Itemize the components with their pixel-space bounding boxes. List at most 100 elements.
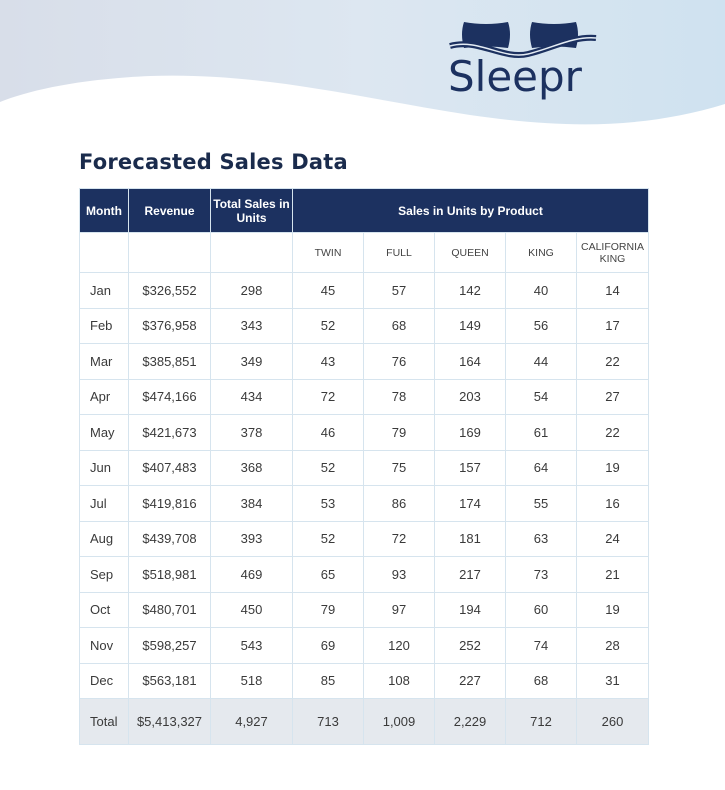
cell-california-king: 21 xyxy=(576,556,649,593)
header-total-sales: Total Sales in Units xyxy=(210,188,293,233)
cell-total-units: 384 xyxy=(210,485,293,522)
cell-full: 93 xyxy=(363,556,435,593)
cell-month: Jul xyxy=(79,485,129,522)
cell-california-king: 22 xyxy=(576,343,649,380)
cell-queen: 169 xyxy=(434,414,506,451)
table-row: Mar $385,851 349 43 76 164 44 22 xyxy=(79,343,649,380)
cell-revenue: $419,816 xyxy=(128,485,211,522)
cell-twin: 52 xyxy=(292,520,364,557)
cell-twin: 65 xyxy=(292,556,364,593)
cell-california-king: 16 xyxy=(576,485,649,522)
cell-california-king: 24 xyxy=(576,520,649,557)
table-row: Feb $376,958 343 52 68 149 56 17 xyxy=(79,307,649,344)
pillows-logo-icon xyxy=(449,22,597,59)
cell-queen: 203 xyxy=(434,378,506,415)
cell-total-units: 450 xyxy=(210,591,293,628)
cell-month: Sep xyxy=(79,556,129,593)
table-row: Jan $326,552 298 45 57 142 40 14 xyxy=(79,272,649,309)
cell-california-king: 19 xyxy=(576,449,649,486)
cell-total-units: 378 xyxy=(210,414,293,451)
cell-queen: 252 xyxy=(434,627,506,664)
total-label: Total xyxy=(79,698,129,745)
subheader-twin: TWIN xyxy=(292,232,364,273)
cell-queen: 194 xyxy=(434,591,506,628)
cell-month: Aug xyxy=(79,520,129,557)
cell-twin: 52 xyxy=(292,307,364,344)
cell-revenue: $376,958 xyxy=(128,307,211,344)
cell-king: 63 xyxy=(505,520,577,557)
cell-full: 57 xyxy=(363,272,435,309)
cell-twin: 53 xyxy=(292,485,364,522)
cell-king: 54 xyxy=(505,378,577,415)
sales-table: Month Revenue Total Sales in Units Sales… xyxy=(79,188,649,745)
table-row: Jul $419,816 384 53 86 174 55 16 xyxy=(79,485,649,522)
cell-queen: 181 xyxy=(434,520,506,557)
sleepr-logo: Sleepr xyxy=(448,18,604,108)
cell-queen: 142 xyxy=(434,272,506,309)
cell-california-king: 14 xyxy=(576,272,649,309)
cell-total-units: 393 xyxy=(210,520,293,557)
cell-full: 76 xyxy=(363,343,435,380)
total-full: 1,009 xyxy=(363,698,435,745)
cell-california-king: 22 xyxy=(576,414,649,451)
cell-king: 73 xyxy=(505,556,577,593)
cell-california-king: 17 xyxy=(576,307,649,344)
cell-full: 68 xyxy=(363,307,435,344)
cell-king: 60 xyxy=(505,591,577,628)
header-sales-by-product: Sales in Units by Product xyxy=(292,188,649,233)
table-row: Sep $518,981 469 65 93 217 73 21 xyxy=(79,556,649,593)
cell-twin: 45 xyxy=(292,272,364,309)
cell-month: Mar xyxy=(79,343,129,380)
cell-king: 68 xyxy=(505,662,577,699)
cell-full: 120 xyxy=(363,627,435,664)
cell-month: Jan xyxy=(79,272,129,309)
cell-full: 108 xyxy=(363,662,435,699)
cell-king: 55 xyxy=(505,485,577,522)
total-units: 4,927 xyxy=(210,698,293,745)
cell-twin: 72 xyxy=(292,378,364,415)
cell-twin: 85 xyxy=(292,662,364,699)
header-wave-background xyxy=(0,0,725,125)
table-row: Nov $598,257 543 69 120 252 74 28 xyxy=(79,627,649,664)
cell-queen: 227 xyxy=(434,662,506,699)
cell-california-king: 27 xyxy=(576,378,649,415)
cell-king: 56 xyxy=(505,307,577,344)
cell-king: 61 xyxy=(505,414,577,451)
table-row: Jun $407,483 368 52 75 157 64 19 xyxy=(79,449,649,486)
cell-california-king: 31 xyxy=(576,662,649,699)
cell-revenue: $385,851 xyxy=(128,343,211,380)
header-revenue: Revenue xyxy=(128,188,211,233)
cell-revenue: $518,981 xyxy=(128,556,211,593)
cell-full: 79 xyxy=(363,414,435,451)
cell-california-king: 28 xyxy=(576,627,649,664)
header-month: Month xyxy=(79,188,129,233)
cell-revenue: $480,701 xyxy=(128,591,211,628)
cell-revenue: $474,166 xyxy=(128,378,211,415)
cell-month: Dec xyxy=(79,662,129,699)
cell-month: Apr xyxy=(79,378,129,415)
subheader-empty-cell xyxy=(128,232,211,273)
subheader-king: KING xyxy=(505,232,577,273)
subheader-full: FULL xyxy=(363,232,435,273)
cell-king: 74 xyxy=(505,627,577,664)
cell-twin: 69 xyxy=(292,627,364,664)
total-king: 712 xyxy=(505,698,577,745)
subheader-california-king: CALIFORNIA KING xyxy=(576,232,649,273)
total-row: Total $5,413,327 4,927 713 1,009 2,229 7… xyxy=(79,698,649,745)
cell-twin: 52 xyxy=(292,449,364,486)
cell-queen: 149 xyxy=(434,307,506,344)
cell-revenue: $407,483 xyxy=(128,449,211,486)
product-subheader-row: TWIN FULL QUEEN KING CALIFORNIA KING xyxy=(79,232,649,273)
total-twin: 713 xyxy=(292,698,364,745)
cell-month: Jun xyxy=(79,449,129,486)
table-row: Apr $474,166 434 72 78 203 54 27 xyxy=(79,378,649,415)
cell-total-units: 434 xyxy=(210,378,293,415)
table-row: Aug $439,708 393 52 72 181 63 24 xyxy=(79,520,649,557)
cell-twin: 79 xyxy=(292,591,364,628)
total-revenue: $5,413,327 xyxy=(128,698,211,745)
table-header-row: Month Revenue Total Sales in Units Sales… xyxy=(79,188,649,233)
cell-month: Feb xyxy=(79,307,129,344)
cell-total-units: 518 xyxy=(210,662,293,699)
cell-twin: 46 xyxy=(292,414,364,451)
cell-california-king: 19 xyxy=(576,591,649,628)
